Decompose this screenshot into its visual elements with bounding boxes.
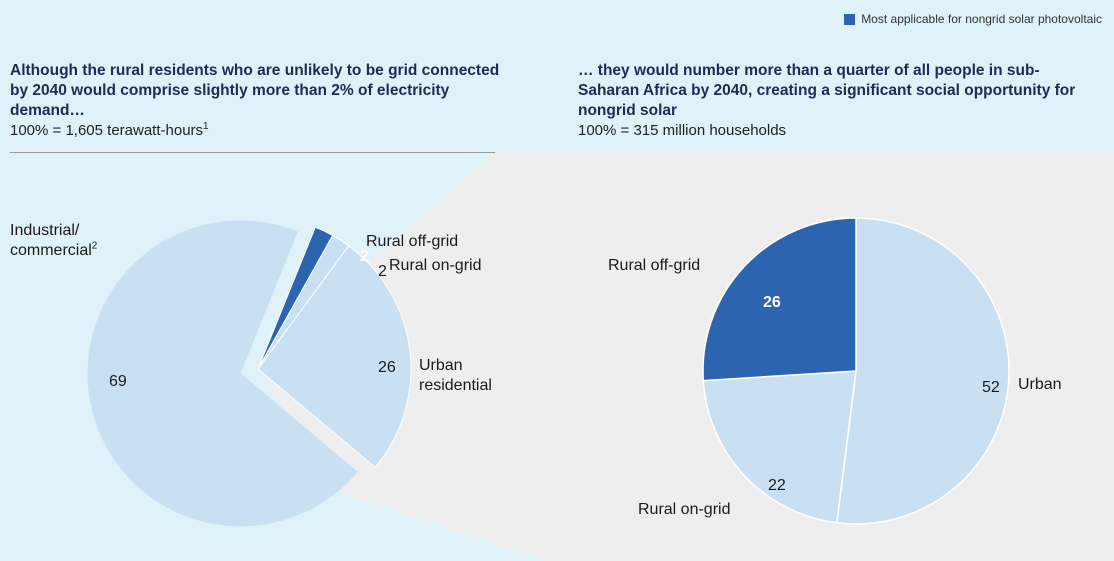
right-title: … they would number more than a quarter … xyxy=(578,62,1076,119)
left-title-rule xyxy=(10,152,495,153)
data-label-right-rural-ongrid: 22 xyxy=(768,477,786,494)
left-subtitle-footnote: 1 xyxy=(203,121,209,132)
label-urban-residential: Urban residential xyxy=(419,356,492,396)
left-subtitle: 100% = 1,605 terawatt-hours1 xyxy=(10,121,510,140)
label-industrial-text: commercial xyxy=(10,242,92,259)
label-industrial-line2: commercial2 xyxy=(10,241,97,261)
pie-slice-industrial-commercial xyxy=(87,220,358,527)
data-label-urban-residential: 26 xyxy=(378,359,396,376)
left-title: Although the rural residents who are unl… xyxy=(10,62,500,119)
legend: Most applicable for nongrid solar photov… xyxy=(844,12,1102,26)
pie-slice-right-rural-on-grid xyxy=(702,370,857,524)
data-label-right-rural-offgrid: 26 xyxy=(763,294,781,311)
pie-slice-right-rural-off-grid xyxy=(702,217,857,382)
label-industrial: Industrial/ commercial2 xyxy=(10,221,97,261)
legend-label: Most applicable for nongrid solar photov… xyxy=(861,12,1102,26)
data-label-right-urban: 52 xyxy=(982,379,1000,396)
pie-slice-right-urban xyxy=(835,217,1010,525)
right-subtitle: 100% = 315 million households xyxy=(578,122,787,139)
label-rural-ongrid: Rural on-grid xyxy=(389,257,482,274)
label-right-rural-ongrid: Rural on-grid xyxy=(638,501,731,518)
right-title-block: … they would number more than a quarter … xyxy=(578,61,1098,140)
label-urban-residential-line1: Urban xyxy=(419,357,463,374)
pie-slice-urban-residential xyxy=(257,245,412,469)
label-urban-residential-line2: residential xyxy=(419,377,492,394)
label-right-rural-offgrid: Rural off-grid xyxy=(608,257,701,274)
label-industrial-footnote: 2 xyxy=(91,240,98,252)
left-subtitle-text: 100% = 1,605 terawatt-hours xyxy=(10,122,204,139)
left-title-block: Although the rural residents who are unl… xyxy=(10,61,510,140)
label-right-urban: Urban xyxy=(1018,376,1062,393)
label-industrial-line1: Industrial/ xyxy=(10,222,80,239)
data-label-rural-offgrid: 2 xyxy=(360,248,369,265)
label-rural-offgrid: Rural off-grid xyxy=(366,233,459,250)
data-label-rural-ongrid: 2 xyxy=(378,263,387,280)
legend-swatch xyxy=(844,13,856,25)
data-label-industrial: 69 xyxy=(109,373,127,390)
